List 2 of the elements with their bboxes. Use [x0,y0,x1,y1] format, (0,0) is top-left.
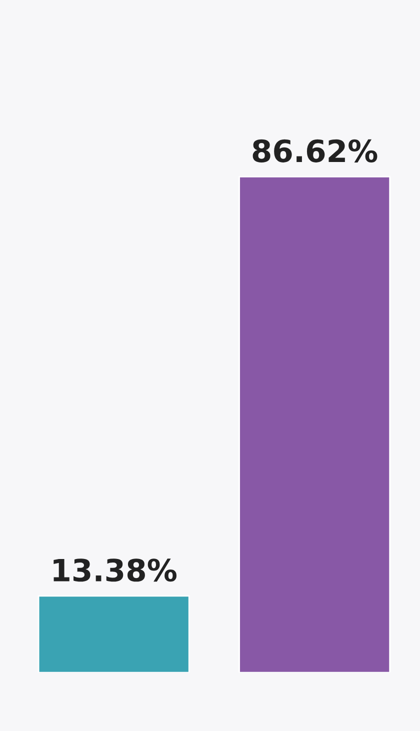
data-label: 86.62% [252,139,378,162]
data-label: 13.38% [54,558,176,582]
